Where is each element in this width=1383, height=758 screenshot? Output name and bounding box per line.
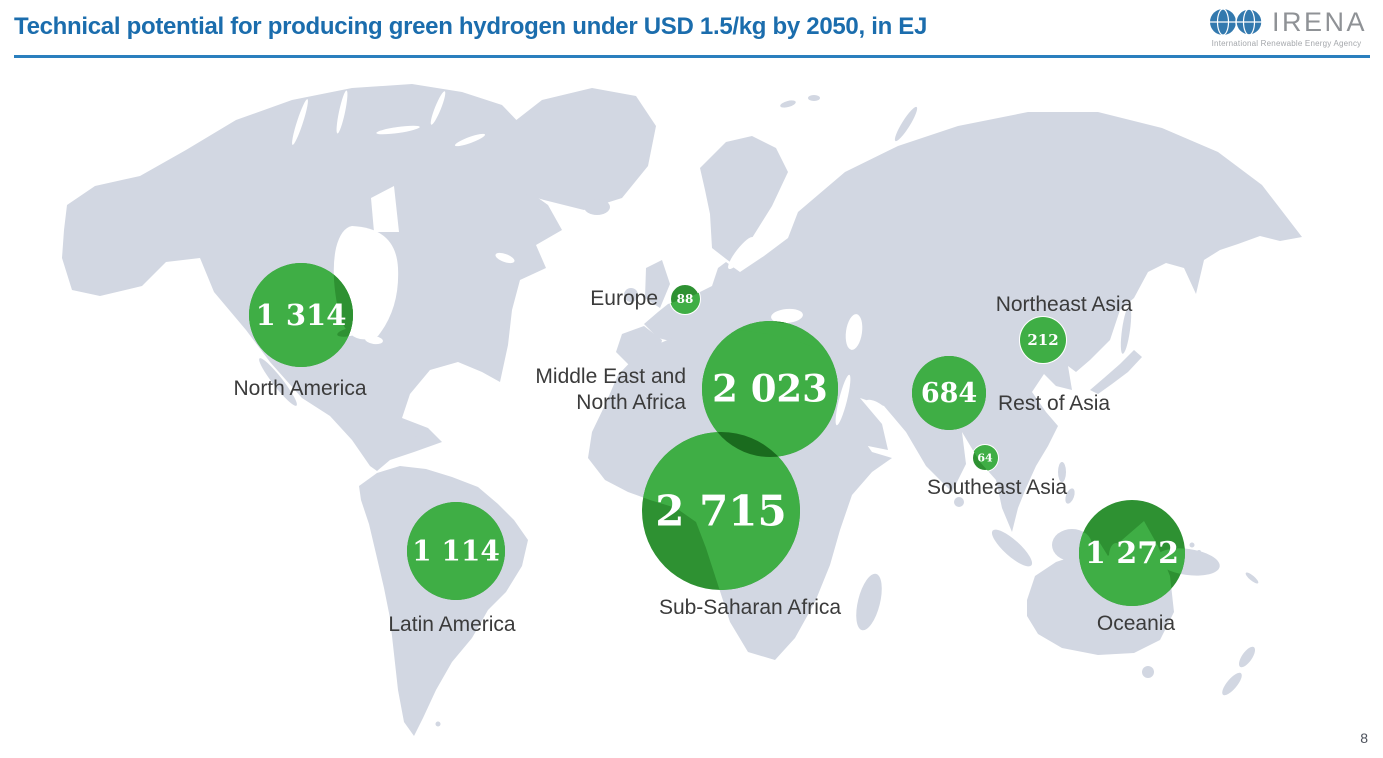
region-value-oceania: 1 272 — [1085, 536, 1179, 571]
region-label-europe: Europe — [590, 287, 658, 310]
region-label-middle-east-north-africa: North Africa — [576, 391, 686, 414]
irena-globes-icon — [1209, 8, 1263, 36]
region-value-europe: 88 — [677, 292, 694, 306]
slide-title: Technical potential for producing green … — [14, 13, 928, 40]
irena-logo-tagline: International Renewable Energy Agency — [1211, 39, 1362, 48]
page-number: 8 — [1360, 730, 1368, 746]
title-underline — [14, 55, 1370, 58]
region-value-latin-america: 1 114 — [412, 535, 500, 568]
region-label-middle-east-north-africa: Middle East and — [535, 365, 686, 388]
irena-logo: IRENA International Renewable Energy Age… — [1206, 6, 1367, 48]
region-value-middle-east-north-africa: 2 023 — [712, 367, 828, 411]
region-label-rest-of-asia: Rest of Asia — [998, 392, 1110, 415]
region-label-sub-saharan-africa: Sub-Saharan Africa — [659, 596, 841, 619]
region-value-north-america: 1 314 — [256, 298, 347, 332]
region-label-latin-america: Latin America — [388, 613, 516, 636]
irena-logo-text: IRENA — [1271, 6, 1367, 37]
region-value-northeast-asia: 212 — [1027, 331, 1058, 349]
region-value-rest-of-asia: 684 — [921, 378, 977, 409]
region-value-sub-saharan-africa: 2 715 — [655, 486, 787, 535]
region-label-oceania: Oceania — [1097, 612, 1176, 635]
region-label-southeast-asia: Southeast Asia — [927, 476, 1067, 499]
region-labels: North America Latin America Europe Middle E… — [233, 287, 1175, 636]
region-label-north-america: North America — [233, 377, 366, 400]
region-value-southeast-asia: 64 — [977, 452, 993, 465]
region-label-northeast-asia: Northeast Asia — [996, 293, 1133, 316]
region-values: 1 314 1 114 88 2 023 2 715 212 684 64 1 272 — [256, 292, 1179, 571]
